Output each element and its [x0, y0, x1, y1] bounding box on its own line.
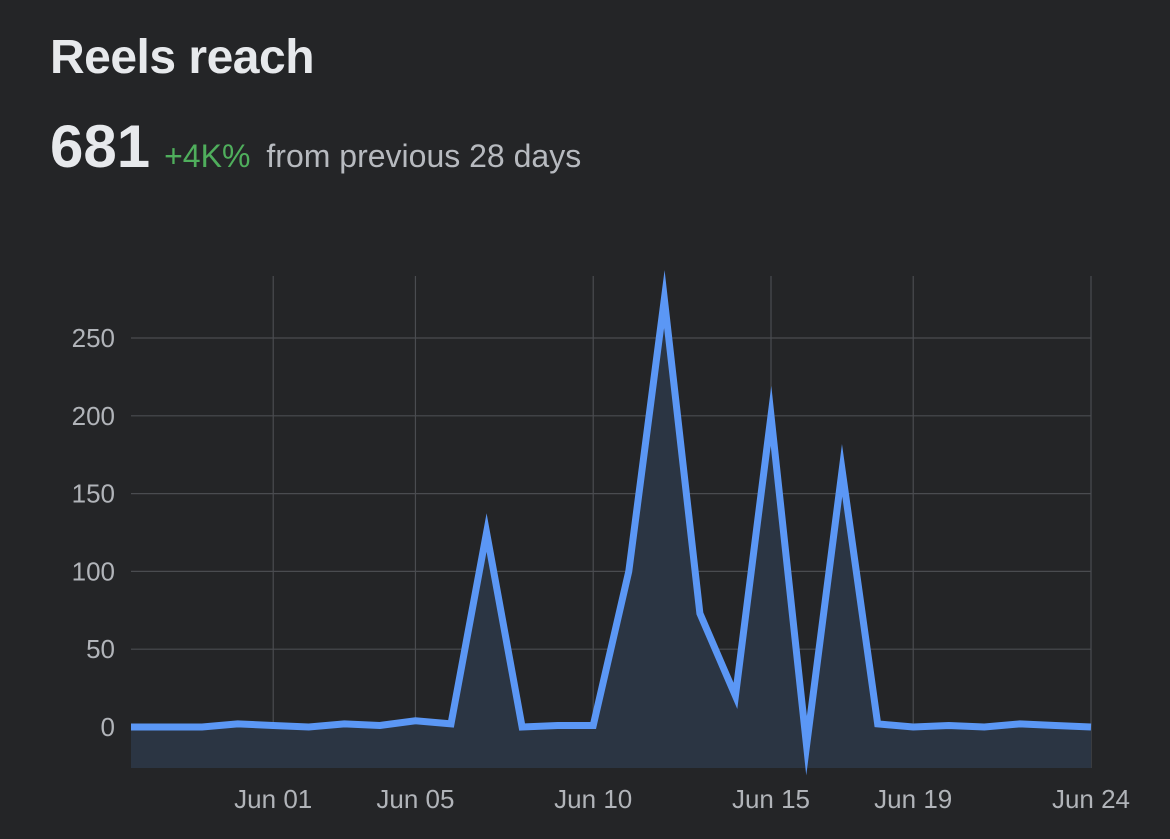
x-axis-ticks: Jun 01 Jun 05 Jun 10 Jun 15 Jun 19 Jun 24: [234, 784, 1130, 814]
total-reach-value: 681: [50, 113, 151, 180]
stat-row: 681 +4K% from previous 28 days: [50, 112, 581, 181]
x-tick-label: Jun 01: [234, 784, 312, 814]
y-tick-label: 0: [101, 712, 115, 742]
reach-area-fill: [131, 299, 1091, 768]
x-tick-label: Jun 19: [874, 784, 952, 814]
y-tick-label: 200: [72, 401, 115, 431]
y-tick-label: 100: [72, 556, 115, 586]
x-tick-label: Jun 10: [554, 784, 632, 814]
change-percentage: +4K%: [164, 138, 251, 174]
change-period-text: from previous 28 days: [266, 138, 582, 174]
card-title: Reels reach: [50, 31, 315, 84]
y-axis-ticks: 0 50 100 150 200 250: [72, 323, 115, 742]
y-tick-label: 150: [72, 479, 115, 509]
y-tick-label: 250: [72, 323, 115, 353]
x-tick-label: Jun 05: [376, 784, 454, 814]
reach-line[interactable]: [131, 270, 1092, 776]
x-tick-label: Jun 15: [732, 784, 810, 814]
x-tick-label: Jun 24: [1052, 784, 1130, 814]
y-tick-label: 50: [86, 634, 115, 664]
